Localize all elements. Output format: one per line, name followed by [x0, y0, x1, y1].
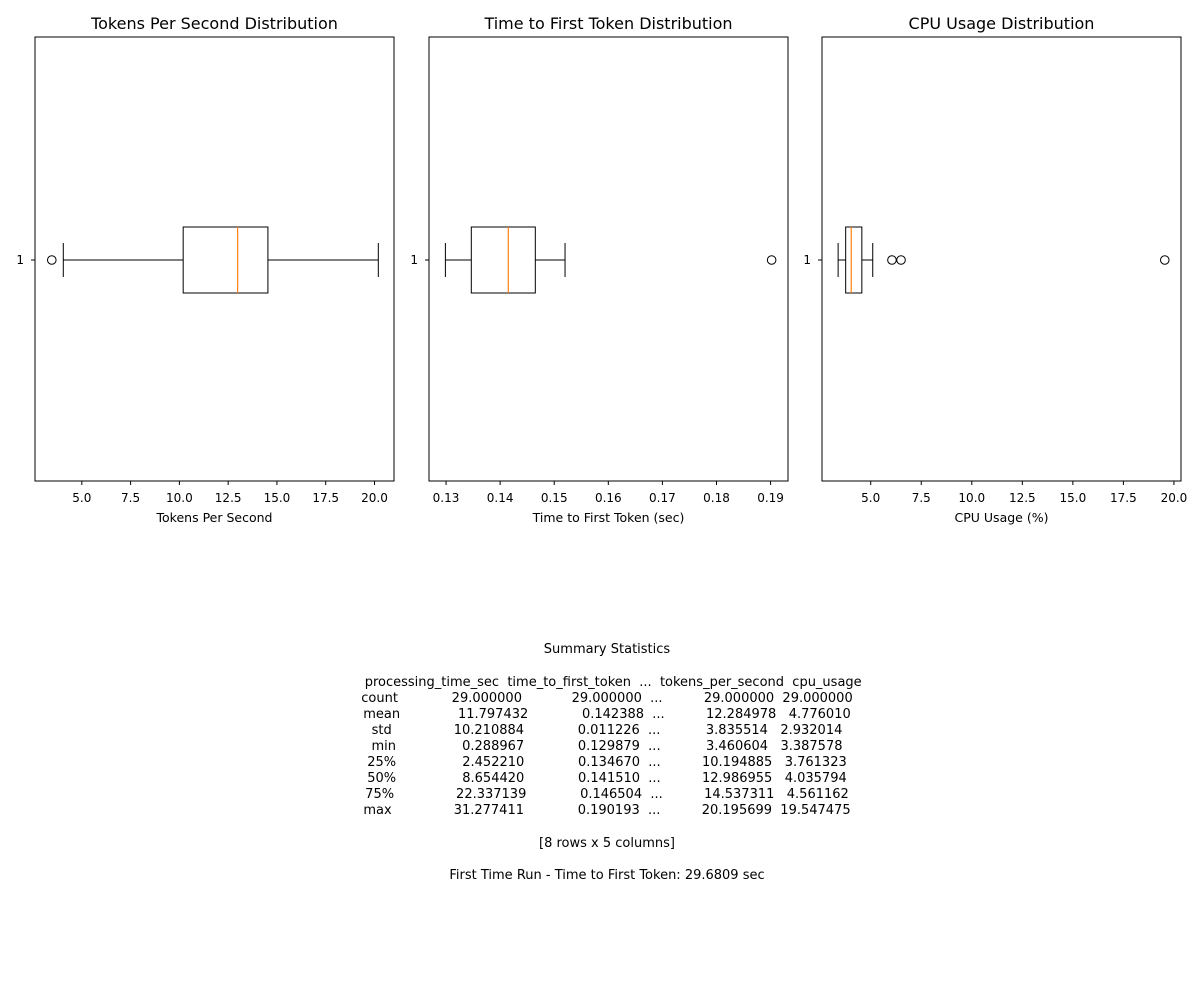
plot-area [428, 36, 789, 482]
plot-area [34, 36, 395, 482]
iqr-box [470, 226, 536, 294]
summary-title: Summary Statistics [544, 642, 671, 657]
x-tick-label: 0.19 [757, 491, 784, 505]
x-axis-label: CPU Usage (%) [955, 510, 1049, 525]
x-tick-label: 7.5 [912, 491, 931, 505]
summary-footer: [8 rows x 5 columns] [539, 836, 675, 851]
outlier-point [887, 255, 897, 265]
y-tick-label: 1 [16, 253, 24, 267]
x-tick-label: 0.16 [595, 491, 622, 505]
chart-title: Tokens Per Second Distribution [90, 14, 338, 33]
x-tick-label: 17.5 [1110, 491, 1137, 505]
chart-title: CPU Usage Distribution [909, 14, 1095, 33]
x-tick-label: 10.0 [166, 491, 193, 505]
x-tick-label: 7.5 [121, 491, 140, 505]
x-tick-label: 12.5 [215, 491, 242, 505]
x-tick-label: 17.5 [312, 491, 339, 505]
chart-title: Time to First Token Distribution [483, 14, 732, 33]
x-tick-label: 0.13 [433, 491, 460, 505]
y-tick-label: 1 [803, 253, 811, 267]
x-tick-label: 12.5 [1009, 491, 1036, 505]
summary-line: min 0.288967 0.129879 ... 3.460604 3.387… [372, 739, 843, 754]
outlier-point [1159, 255, 1170, 265]
x-tick-label: 0.15 [541, 491, 568, 505]
x-tick-label: 0.14 [487, 491, 514, 505]
plot-area [821, 36, 1182, 482]
outlier-point [766, 255, 777, 265]
x-tick-label: 15.0 [1059, 491, 1086, 505]
iqr-box [182, 226, 269, 294]
x-tick-label: 0.18 [703, 491, 730, 505]
summary-line: std 10.210884 0.011226 ... 3.835514 2.93… [372, 723, 843, 738]
summary-line: mean 11.797432 0.142388 ... 12.284978 4.… [363, 707, 850, 722]
summary-statistics: Summary Statistics processing_time_sec t… [352, 642, 861, 883]
summary-line: processing_time_sec time_to_first_token … [352, 675, 861, 690]
iqr-box [845, 226, 863, 294]
summary-line: count 29.000000 29.000000 ... 29.000000 … [361, 691, 852, 706]
first-run-text: First Time Run - Time to First Token: 29… [449, 868, 764, 883]
x-tick-label: 0.17 [649, 491, 676, 505]
y-tick-label: 1 [410, 253, 418, 267]
summary-line: 50% 8.654420 0.141510 ... 12.986955 4.03… [367, 771, 847, 786]
outlier-point [896, 255, 906, 265]
x-axis-label: Time to First Token (sec) [532, 510, 685, 525]
x-tick-label: 5.0 [72, 491, 91, 505]
x-tick-label: 20.0 [1161, 491, 1188, 505]
summary-line: 75% 22.337139 0.146504 ... 14.537311 4.5… [365, 787, 849, 802]
x-tick-label: 15.0 [264, 491, 291, 505]
x-tick-label: 10.0 [958, 491, 985, 505]
summary-line: 25% 2.452210 0.134670 ... 10.194885 3.76… [367, 755, 847, 770]
outlier-point [46, 255, 57, 265]
x-tick-label: 20.0 [361, 491, 388, 505]
summary-line: max 31.277411 0.190193 ... 20.195699 19.… [363, 803, 850, 818]
x-tick-label: 5.0 [861, 491, 880, 505]
x-axis-label: Tokens Per Second [156, 510, 273, 525]
